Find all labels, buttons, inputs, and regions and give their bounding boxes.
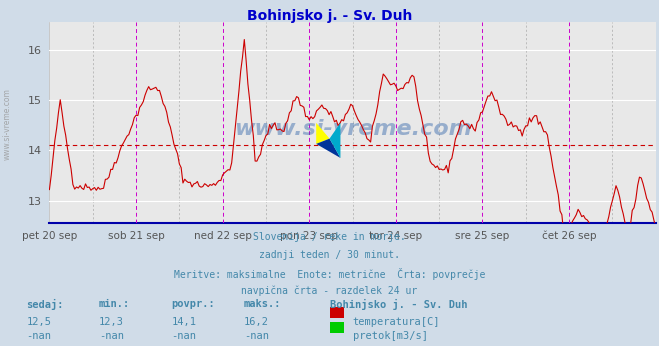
Text: -nan: -nan [99,331,124,342]
Text: Bohinjsko j. - Sv. Duh: Bohinjsko j. - Sv. Duh [247,9,412,22]
Text: -nan: -nan [171,331,196,342]
Text: min.:: min.: [99,299,130,309]
Text: Meritve: maksimalne  Enote: metrične  Črta: povprečje: Meritve: maksimalne Enote: metrične Črta… [174,268,485,280]
Text: 12,5: 12,5 [26,317,51,327]
Text: -nan: -nan [244,331,269,342]
Text: 16,2: 16,2 [244,317,269,327]
Text: Bohinjsko j. - Sv. Duh: Bohinjsko j. - Sv. Duh [330,299,467,310]
Text: maks.:: maks.: [244,299,281,309]
Polygon shape [316,139,341,158]
Text: navpična črta - razdelek 24 ur: navpična črta - razdelek 24 ur [241,286,418,296]
Polygon shape [316,123,330,144]
Text: 12,3: 12,3 [99,317,124,327]
Text: povpr.:: povpr.: [171,299,215,309]
Text: zadnji teden / 30 minut.: zadnji teden / 30 minut. [259,250,400,260]
Polygon shape [330,123,341,158]
Text: -nan: -nan [26,331,51,342]
Text: www.si-vreme.com: www.si-vreme.com [234,119,471,139]
Text: 14,1: 14,1 [171,317,196,327]
Text: www.si-vreme.com: www.si-vreme.com [3,89,12,161]
Text: Slovenija / reke in morje.: Slovenija / reke in morje. [253,232,406,242]
Text: temperatura[C]: temperatura[C] [353,317,440,327]
Text: pretok[m3/s]: pretok[m3/s] [353,331,428,342]
Text: sedaj:: sedaj: [26,299,64,310]
